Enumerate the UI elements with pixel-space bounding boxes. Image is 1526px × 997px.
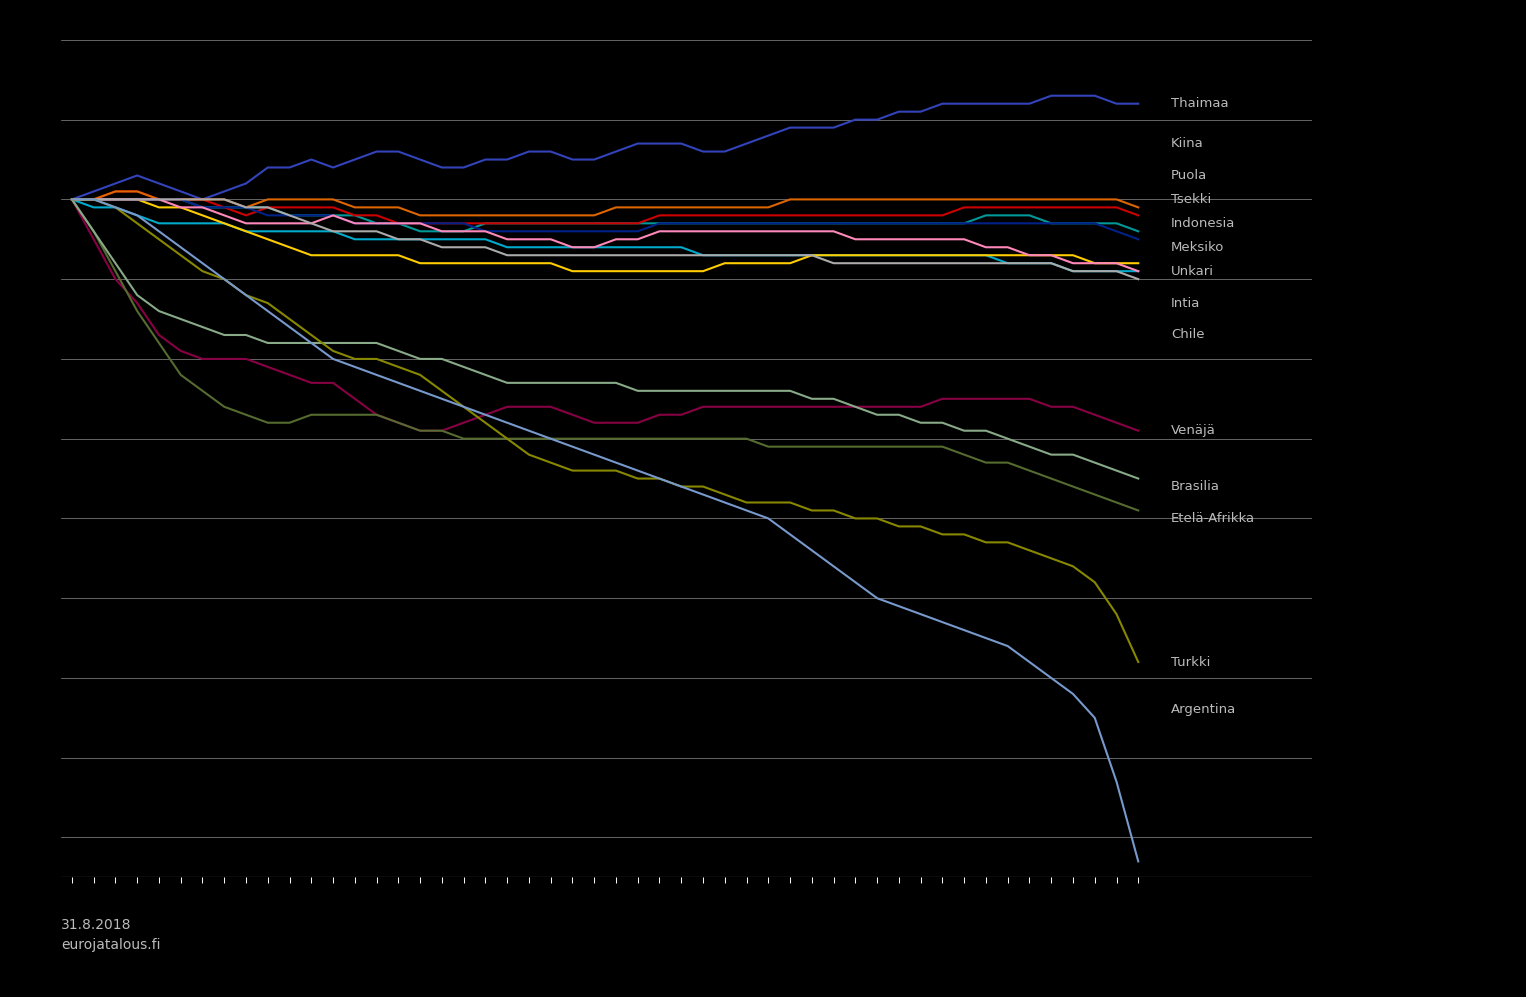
Text: Thaimaa: Thaimaa — [1170, 97, 1228, 111]
Text: Indonesia: Indonesia — [1170, 216, 1235, 230]
Text: Kiina: Kiina — [1170, 137, 1204, 151]
Text: Meksiko: Meksiko — [1170, 240, 1224, 254]
Text: Chile: Chile — [1170, 328, 1204, 342]
Text: Unkari: Unkari — [1170, 264, 1213, 278]
Text: Argentina: Argentina — [1170, 703, 1236, 717]
Text: Venäjä: Venäjä — [1170, 424, 1216, 438]
Text: Puola: Puola — [1170, 168, 1207, 182]
Text: Turkki: Turkki — [1170, 655, 1210, 669]
Text: Tsekki: Tsekki — [1170, 192, 1212, 206]
Text: Etelä-Afrikka: Etelä-Afrikka — [1170, 511, 1254, 525]
Text: Brasilia: Brasilia — [1170, 480, 1219, 494]
Text: 31.8.2018
eurojatalous.fi: 31.8.2018 eurojatalous.fi — [61, 917, 160, 952]
Text: Intia: Intia — [1170, 296, 1201, 310]
